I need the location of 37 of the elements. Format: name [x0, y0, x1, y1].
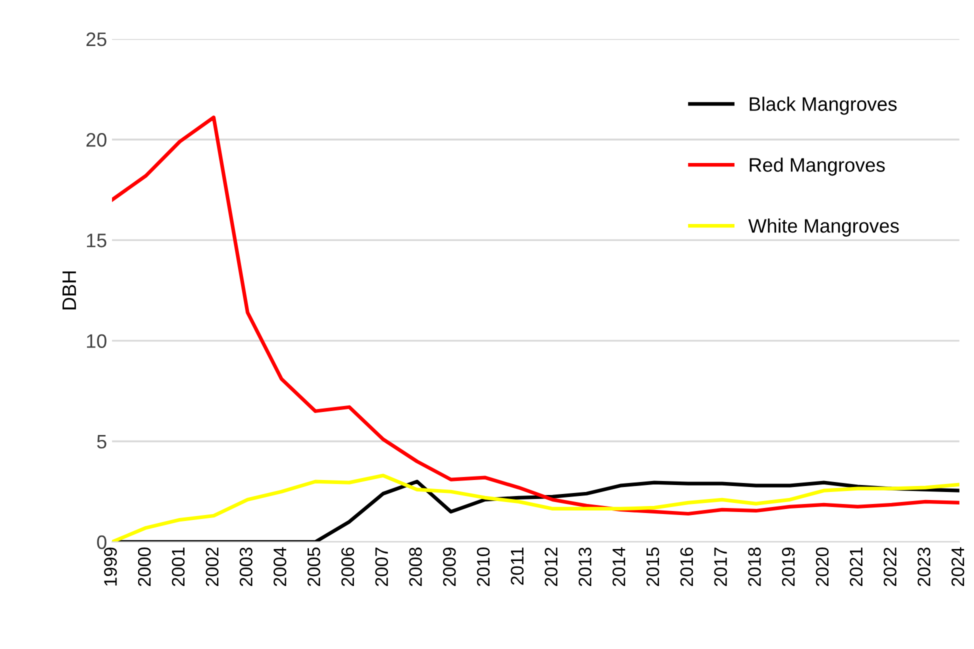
x-tick-label: 2017 — [714, 548, 727, 586]
x-tick-label: 2024 — [951, 547, 964, 586]
x-tick-label: 2008 — [409, 548, 422, 586]
y-tick-label: 0 — [97, 535, 106, 550]
x-tick-label: 2000 — [138, 547, 151, 586]
y-tick-label: 5 — [97, 434, 106, 449]
y-tick-label: 25 — [86, 32, 106, 46]
y-tick-label: 20 — [86, 133, 106, 147]
legend-label: White Mangroves — [748, 218, 899, 237]
x-tick-label: 2015 — [646, 548, 660, 586]
x-tick-label: 2013 — [578, 548, 592, 586]
x-tick-label: 2022 — [884, 548, 896, 586]
x-tick-label: 2002 — [206, 548, 219, 586]
x-tick-label: 1999 — [104, 548, 117, 586]
y-axis-title: DBH — [62, 271, 76, 310]
legend-label: Red Mangroves — [750, 158, 885, 176]
line-series — [112, 116, 960, 516]
legend-label: Black Mangroves — [750, 96, 897, 115]
x-tick-label: 2014 — [612, 547, 626, 586]
x-tick-label: 2016 — [680, 548, 694, 586]
x-tick-label: 2011 — [510, 548, 524, 585]
x-tick-label: 2012 — [544, 548, 558, 586]
x-tick-label: 2009 — [443, 548, 456, 586]
x-tick-label: 2019 — [782, 548, 795, 586]
x-tick-label: 2020 — [816, 547, 829, 586]
x-tick-label: 2007 — [375, 548, 388, 586]
x-tick-label: 2006 — [341, 548, 354, 586]
x-tick-label: 2005 — [307, 548, 320, 586]
x-tick-label: 2023 — [918, 548, 930, 586]
x-tick-label: 2021 — [850, 548, 863, 586]
x-tick-label: 2001 — [172, 548, 185, 586]
x-tick-label: 2003 — [240, 548, 252, 586]
x-tick-label: 2018 — [748, 548, 761, 586]
y-tick-label: 10 — [87, 334, 106, 348]
y-tick-label: 15 — [87, 234, 106, 248]
x-tick-label: 2004 — [274, 547, 286, 586]
x-tick-label: 2010 — [476, 547, 490, 586]
